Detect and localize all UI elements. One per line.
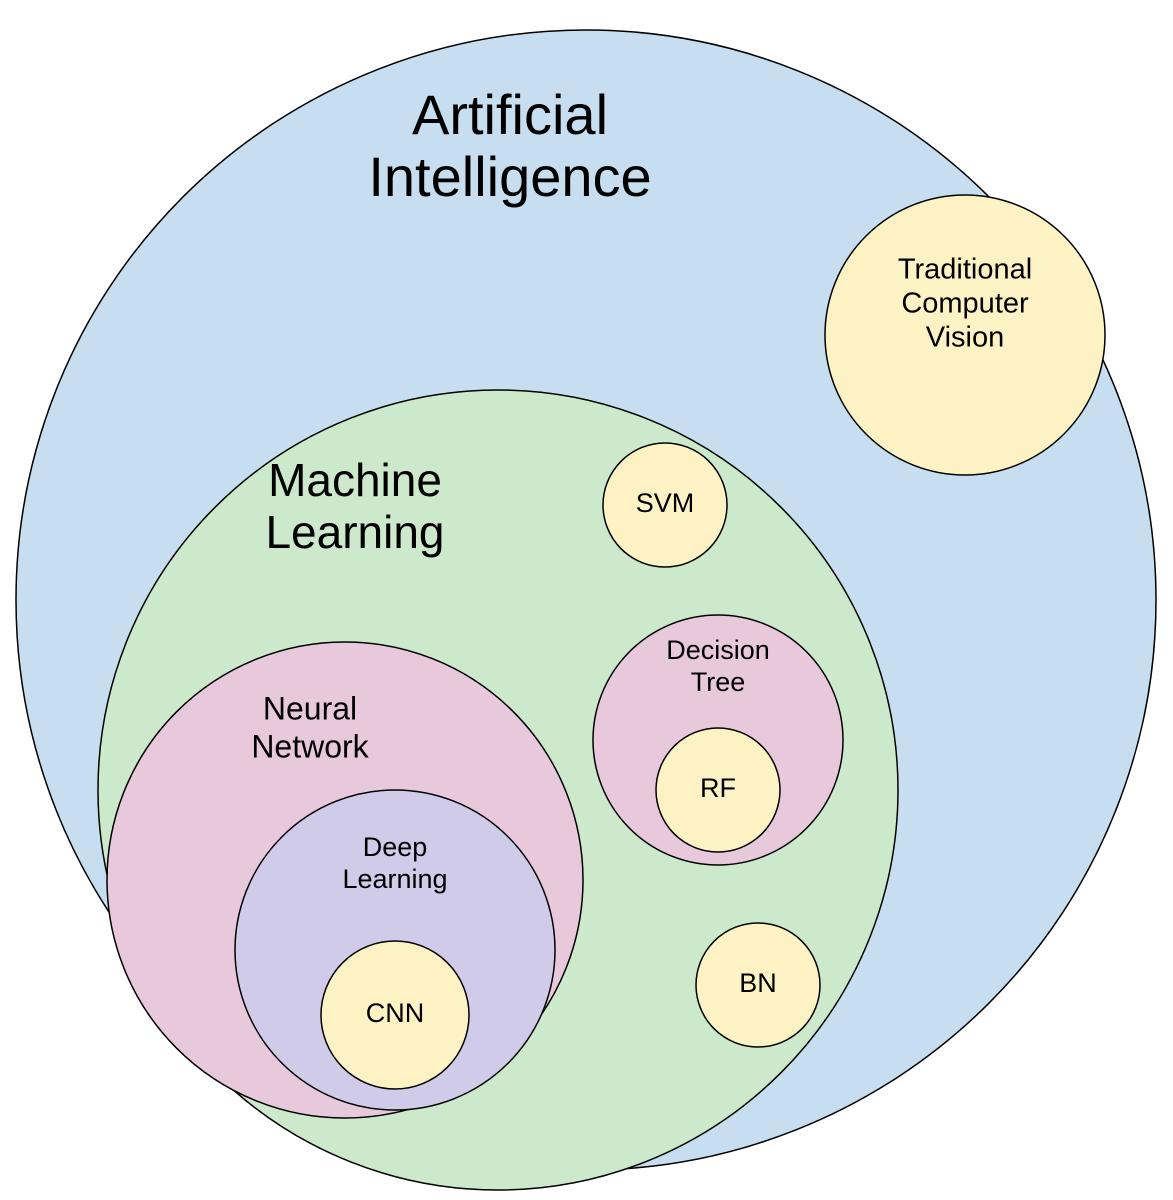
ai-label-line-0: Artificial [412,83,608,146]
bn-label-line-0: BN [739,968,777,998]
tcv-label-line-2: Vision [926,322,1004,354]
bn-group: BN [696,923,820,1047]
dt-label-line-1: Tree [691,667,746,697]
dl-label-line-1: Learning [342,864,447,894]
ai-nested-venn-diagram: ArtificialIntelligence TraditionalCompute… [0,0,1173,1200]
tcv-group: TraditionalComputerVision [825,195,1105,475]
cnn-group: CNN [321,941,469,1089]
nn-label-line-0: Neural [263,690,357,726]
ml-label-line-1: Learning [265,506,444,558]
tcv-label-line-0: Traditional [898,254,1032,286]
cnn-label-line-0: CNN [366,998,425,1028]
rf-label-line-0: RF [700,773,736,803]
dt-label-line-0: Decision [666,635,770,665]
ml-label-line-0: Machine [268,454,442,506]
dl-label-line-0: Deep [363,832,428,862]
ai-label-line-1: Intelligence [368,145,651,208]
tcv-label-line-1: Computer [901,288,1029,320]
svm-label-line-0: SVM [636,488,695,518]
svm-group: SVM [603,443,727,567]
nn-label-line-1: Network [251,728,369,764]
rf-group: RF [656,728,780,852]
